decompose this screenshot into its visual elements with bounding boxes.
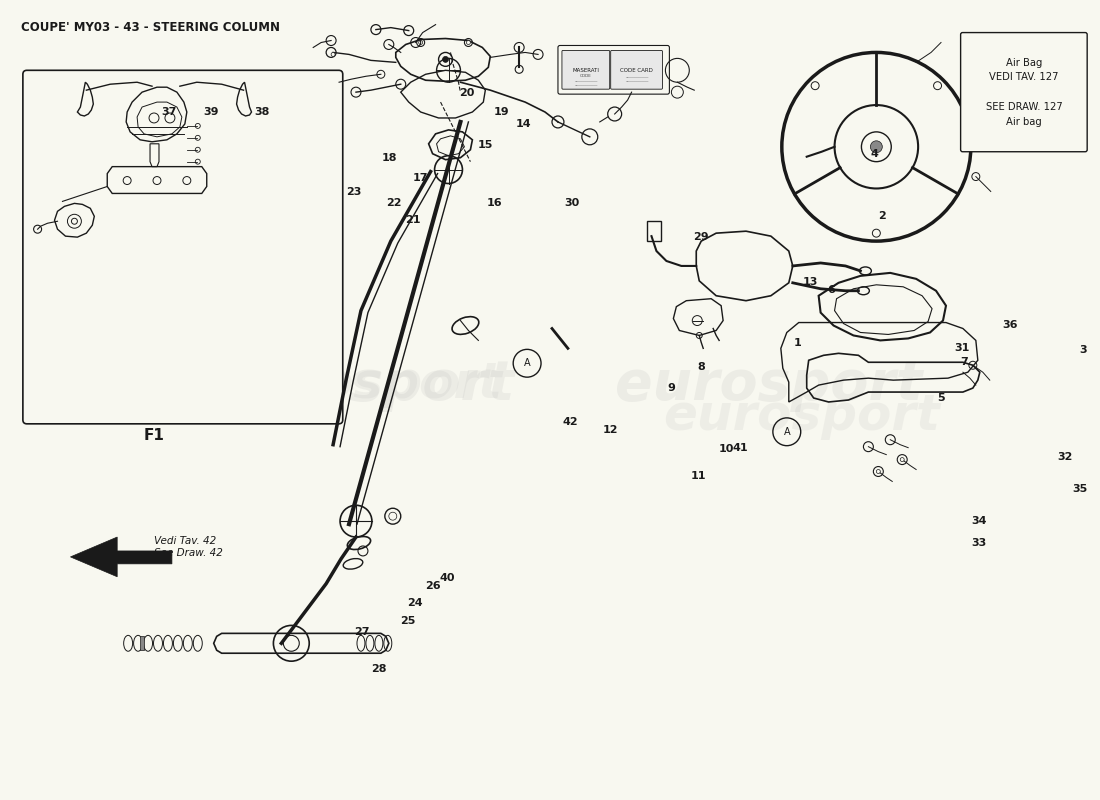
Circle shape	[388, 512, 397, 520]
FancyBboxPatch shape	[558, 46, 670, 94]
Text: 14: 14	[516, 118, 531, 129]
Text: 1: 1	[793, 338, 801, 348]
Text: 25: 25	[400, 616, 416, 626]
Circle shape	[331, 53, 335, 57]
Text: 11: 11	[691, 471, 706, 482]
Text: 5: 5	[937, 394, 945, 403]
Text: 6: 6	[827, 286, 835, 295]
Text: 9: 9	[668, 383, 675, 393]
Text: F1: F1	[143, 428, 164, 443]
Text: CODE: CODE	[580, 74, 592, 78]
Text: ___________: ___________	[574, 78, 597, 82]
Text: 41: 41	[733, 442, 748, 453]
Text: 27: 27	[354, 627, 370, 637]
Text: MASERATI: MASERATI	[572, 68, 600, 73]
Text: 3: 3	[1079, 345, 1087, 355]
Text: 29: 29	[693, 232, 708, 242]
FancyBboxPatch shape	[610, 50, 662, 89]
Text: 42: 42	[563, 418, 579, 427]
Circle shape	[72, 218, 77, 224]
Text: Air Bag
VEDI TAV. 127

SEE DRAW. 127
Air bag: Air Bag VEDI TAV. 127 SEE DRAW. 127 Air …	[986, 58, 1063, 126]
Text: 8: 8	[697, 362, 705, 372]
Polygon shape	[70, 537, 172, 577]
Text: 38: 38	[254, 107, 270, 118]
Text: 20: 20	[459, 87, 474, 98]
Text: A: A	[783, 426, 790, 437]
Text: 23: 23	[346, 187, 362, 197]
Circle shape	[419, 41, 422, 45]
Circle shape	[466, 41, 471, 45]
Text: eurosport: eurosport	[226, 360, 503, 408]
Text: 18: 18	[382, 154, 397, 163]
FancyBboxPatch shape	[562, 50, 609, 89]
Text: 2: 2	[878, 210, 886, 221]
Text: 13: 13	[803, 278, 818, 287]
Text: 37: 37	[162, 107, 177, 118]
Text: ___________: ___________	[625, 74, 648, 78]
Text: 40: 40	[439, 573, 455, 583]
Text: 33: 33	[971, 538, 987, 548]
Text: 28: 28	[372, 663, 387, 674]
Text: 24: 24	[408, 598, 424, 608]
Text: 7: 7	[960, 357, 968, 367]
Text: 15: 15	[477, 140, 493, 150]
FancyBboxPatch shape	[960, 33, 1087, 152]
Text: 10: 10	[718, 444, 734, 454]
Text: 34: 34	[971, 516, 987, 526]
Text: 19: 19	[494, 107, 509, 118]
Text: COUPE' MY03 - 43 - STEERING COLUMN: COUPE' MY03 - 43 - STEERING COLUMN	[21, 21, 279, 34]
Text: 26: 26	[425, 581, 441, 591]
Text: eurosport: eurosport	[615, 358, 923, 412]
Text: 36: 36	[1002, 319, 1018, 330]
Circle shape	[442, 57, 449, 62]
Text: 12: 12	[603, 425, 618, 435]
Circle shape	[870, 141, 882, 153]
Text: A: A	[524, 358, 530, 368]
Text: 16: 16	[486, 198, 502, 208]
Polygon shape	[140, 636, 144, 650]
Text: 4: 4	[870, 149, 878, 158]
Circle shape	[900, 458, 904, 462]
Text: ___________: ___________	[625, 78, 648, 82]
Text: eurosport: eurosport	[663, 392, 940, 440]
Text: 22: 22	[386, 198, 402, 208]
Text: 31: 31	[954, 343, 969, 354]
Text: Vedi Tav. 42
See Draw. 42: Vedi Tav. 42 See Draw. 42	[154, 536, 222, 558]
FancyBboxPatch shape	[23, 70, 343, 424]
Text: 17: 17	[414, 174, 429, 183]
Text: 30: 30	[564, 198, 580, 208]
Text: 32: 32	[1058, 452, 1074, 462]
Text: 21: 21	[406, 215, 421, 226]
Text: 39: 39	[204, 107, 219, 118]
Text: 35: 35	[1072, 484, 1087, 494]
Text: ___________: ___________	[574, 82, 597, 86]
Text: eurosport: eurosport	[207, 358, 515, 412]
Circle shape	[877, 470, 880, 474]
Text: CODE CARD: CODE CARD	[620, 68, 653, 73]
